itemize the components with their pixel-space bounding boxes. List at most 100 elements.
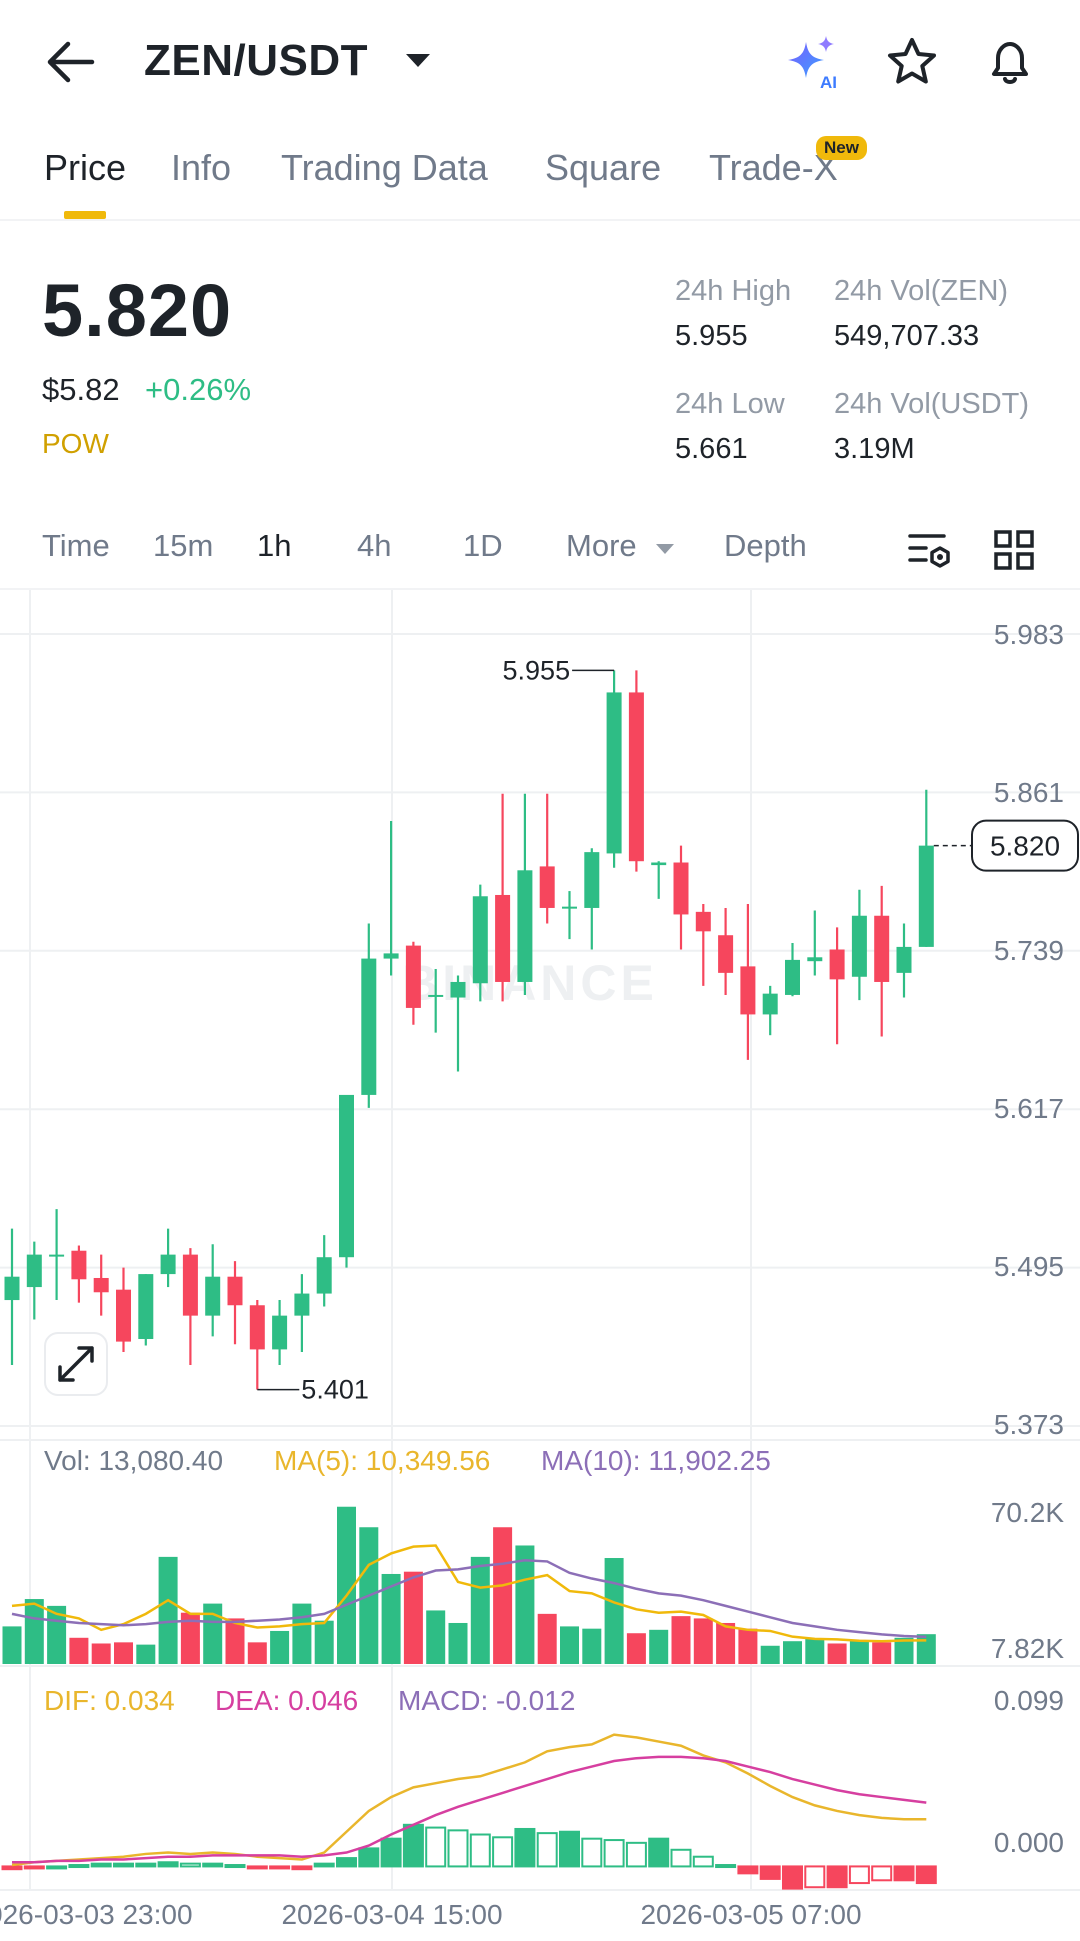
candle-body (628, 692, 644, 862)
interval-time[interactable]: Time (42, 528, 110, 563)
candle-body (539, 866, 555, 908)
kline-chart-area[interactable]: BINANCE 5.955 5.401 5.983 5.861 5.739 5.6… (0, 590, 1080, 1941)
star-icon[interactable] (882, 32, 942, 92)
macd-histogram-bar (402, 1823, 424, 1868)
macd-histogram-bar (46, 1865, 68, 1870)
macd-histogram-bar (447, 1829, 469, 1868)
ai-sparkle-icon[interactable]: AI (782, 32, 842, 92)
candle-body (227, 1276, 243, 1306)
volume-bar (582, 1628, 602, 1664)
candle (628, 670, 644, 872)
time-axis-tick: 2026-03-05 07:00 (640, 1899, 861, 1930)
interval-1d[interactable]: 1D (463, 528, 503, 563)
caret-down-icon[interactable] (406, 54, 430, 67)
chart-gridlines (0, 590, 1080, 1891)
macd-histogram-bar (670, 1848, 692, 1868)
candle-body (182, 1254, 198, 1316)
macd-histogram-bar (380, 1837, 402, 1868)
pair-title[interactable]: ZEN/USDT (144, 36, 368, 85)
tab-price[interactable]: Price (44, 147, 127, 188)
grid-layout-icon[interactable] (988, 524, 1040, 576)
price-axis-tick: 5.495 (994, 1251, 1064, 1282)
volume-bar (493, 1527, 513, 1664)
top-bar: ZEN/USDT AI (0, 0, 1080, 125)
macd-histogram-bar (492, 1836, 514, 1868)
volume-bar (827, 1643, 847, 1664)
candle-body (851, 915, 867, 977)
more-caret-icon[interactable] (656, 544, 674, 554)
macd-histogram-bar (135, 1862, 157, 1868)
candle (116, 1267, 131, 1352)
macd-histogram-bar (559, 1830, 580, 1868)
volume-bar (2, 1626, 22, 1664)
interval-bar: Time 15m 1h 4h 1D More Depth (0, 510, 1080, 590)
macd-histogram-bar (871, 1865, 893, 1882)
macd-histogram-bar (737, 1865, 759, 1875)
candle (138, 1274, 154, 1346)
volume-series (2, 1506, 936, 1664)
min-price-label: 5.401 (301, 1375, 369, 1405)
bell-icon[interactable] (980, 32, 1040, 92)
candle-body (450, 981, 466, 998)
price-change-percent: +0.26% (145, 372, 252, 407)
depth-tab[interactable]: Depth (724, 528, 807, 563)
interval-15m[interactable]: 15m (153, 528, 214, 563)
macd-histogram-bar (848, 1865, 870, 1885)
fullscreen-expand-button[interactable] (44, 1332, 108, 1396)
volume-axis-tick: 70.2K (991, 1497, 1064, 1528)
category-tag[interactable]: POW (42, 428, 109, 459)
macd-histogram-bar (514, 1827, 536, 1868)
candle-body (829, 949, 845, 980)
candlestick-series (4, 670, 934, 1390)
macd-histogram-bar (157, 1861, 179, 1868)
tab-square[interactable]: Square (545, 147, 662, 188)
macd-histogram-bar (23, 1865, 45, 1870)
candle-body (584, 852, 600, 908)
volume-bar (470, 1556, 490, 1664)
interval-more[interactable]: More (566, 528, 637, 563)
macd-histogram-bar (581, 1837, 603, 1868)
candle (361, 923, 377, 1108)
candle (785, 943, 800, 997)
candle (517, 793, 533, 995)
macd-histogram-bar (425, 1826, 447, 1868)
candle-body (116, 1289, 131, 1342)
candle (272, 1300, 288, 1365)
macd-histogram-bar (782, 1865, 803, 1890)
macd-series (1, 1733, 937, 1890)
tab-trading-data[interactable]: Trading Data (281, 147, 488, 188)
tab-info[interactable]: Info (171, 147, 232, 188)
current-price-tag[interactable] (971, 819, 1079, 872)
candle-body (4, 1276, 20, 1301)
candle-body (740, 966, 756, 1015)
candle-body (405, 945, 421, 1008)
interval-4h[interactable]: 4h (357, 528, 392, 563)
volume-bar (649, 1629, 669, 1664)
high-24h-value: 5.955 (675, 320, 748, 352)
candle (93, 1254, 109, 1316)
volume-bar (916, 1634, 936, 1664)
candle-body (495, 894, 511, 982)
candle (495, 793, 511, 1002)
low-24h-label: 24h Low (675, 388, 785, 420)
volume-bar (783, 1641, 802, 1664)
candle (227, 1261, 243, 1345)
interval-1h[interactable]: 1h (257, 528, 292, 563)
macd-histogram-bar (336, 1857, 357, 1868)
candle-body (160, 1254, 176, 1275)
dea-line (12, 1755, 927, 1864)
vol-base-value: 549,707.33 (834, 320, 980, 352)
back-arrow-icon[interactable] (40, 36, 100, 88)
indicator-settings-icon[interactable] (904, 524, 956, 576)
candle (695, 904, 711, 986)
macd-axis-tick: 0.000 (994, 1827, 1064, 1858)
candle (71, 1245, 87, 1303)
candle (874, 885, 890, 1037)
candle (405, 941, 421, 1025)
volume-bar (381, 1573, 401, 1664)
candle-body (26, 1254, 42, 1288)
candle-body (49, 1254, 65, 1257)
macd-histogram-bar (224, 1864, 246, 1869)
volume-bar (292, 1603, 312, 1664)
